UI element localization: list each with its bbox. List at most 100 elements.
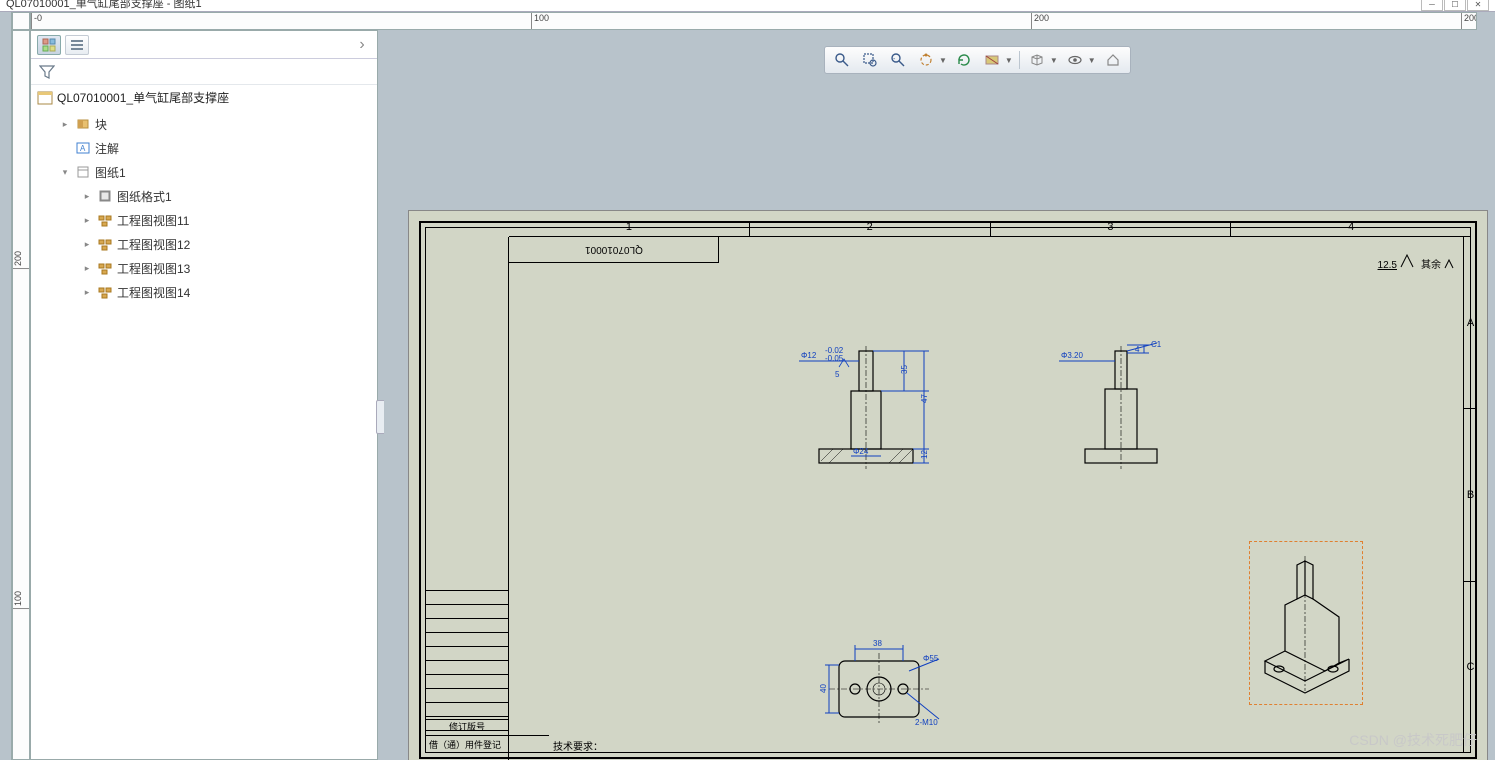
- feature-tree[interactable]: ▸块A注解▾图纸1▸图纸格式1▸工程图视图11▸工程图视图12▸工程图视图13▸…: [31, 110, 377, 759]
- window-min-button[interactable]: ─: [1421, 0, 1443, 11]
- dropdown-icon[interactable]: ▼: [939, 56, 947, 65]
- zone-h-cell: 2: [750, 221, 991, 236]
- expand-arrow-icon[interactable]: ▸: [81, 263, 93, 274]
- tree-root[interactable]: QL07010001_单气缸尾部支撑座: [31, 85, 377, 110]
- expand-arrow-icon[interactable]: ▸: [81, 215, 93, 226]
- view-icon: [97, 284, 113, 300]
- titleblock-left: [425, 237, 509, 760]
- feature-tree-panel: › QL07010001_单气缸尾部支撑座 ▸块A注解▾图纸1▸图纸格式1▸工程…: [30, 30, 378, 760]
- zoom-fit-button[interactable]: [831, 50, 853, 70]
- dim-text: 38: [873, 639, 882, 648]
- zone-h-cell: 1: [509, 221, 750, 236]
- format-icon: [97, 188, 113, 204]
- filter-icon[interactable]: [39, 64, 55, 80]
- drawing-view-front[interactable]: 35 47 12 Φ12 -0.02 -0.05 5 Φ24: [789, 341, 959, 501]
- drawing-view-top[interactable]: 38 40 Φ55 2-M10: [809, 631, 959, 741]
- dim-text: 47: [920, 394, 929, 403]
- tree-node[interactable]: ▸ 图纸格式1: [31, 184, 377, 208]
- dim-text: 2-M10: [915, 718, 938, 727]
- tree-node-label: 工程图视图11: [117, 212, 189, 229]
- surface-suffix: 其余: [1421, 256, 1441, 271]
- drawing-view-isometric[interactable]: [1255, 551, 1357, 701]
- tree-node[interactable]: ▸块: [31, 112, 377, 136]
- tree-node-label: 注解: [95, 140, 119, 157]
- section-button[interactable]: [981, 50, 1003, 70]
- ruler-horizontal[interactable]: -0 100 200 200: [30, 12, 1477, 30]
- expand-arrow-icon[interactable]: ▾: [59, 167, 71, 178]
- toolbar-separator: [1019, 51, 1020, 69]
- refresh-button[interactable]: [953, 50, 975, 70]
- ruler-h-tick: 100: [531, 13, 549, 29]
- window-max-button[interactable]: ☐: [1444, 0, 1466, 11]
- zone-header-vertical: A B C: [1463, 237, 1477, 753]
- tree-root-label: QL07010001_单气缸尾部支撑座: [57, 89, 229, 106]
- drawing-canvas[interactable]: - ▼ ▼ ▼ ▼ 1 2 3 4 A B C: [384, 30, 1495, 760]
- tab-feature-tree[interactable]: [37, 35, 61, 55]
- view-icon: [97, 236, 113, 252]
- dim-text: Φ12: [801, 351, 817, 360]
- dim-text: 35: [900, 365, 909, 374]
- expand-arrow-icon[interactable]: ▸: [81, 239, 93, 250]
- ruler-v-tick: 100: [13, 591, 29, 609]
- borrow-label: 借（通）用件登记: [425, 735, 549, 753]
- zoom-prev-button[interactable]: -: [887, 50, 909, 70]
- tree-node-label: 图纸格式1: [117, 188, 172, 205]
- drawing-view-side[interactable]: Φ3.20 4 C1: [1049, 341, 1189, 501]
- surface-symbol-small-icon: [1443, 257, 1457, 271]
- expand-arrow-icon[interactable]: ▸: [81, 191, 93, 202]
- tree-node[interactable]: A 注解: [31, 136, 377, 160]
- ruler-h-tick: -0: [31, 13, 42, 29]
- sheet-icon: [75, 164, 91, 180]
- tree-node[interactable]: ▸工程图视图14: [31, 280, 377, 304]
- left-gutter: [0, 12, 12, 760]
- dropdown-icon[interactable]: ▼: [1005, 56, 1013, 65]
- zone-v-cell: B: [1464, 409, 1477, 581]
- tree-node-label: 图纸1: [95, 164, 126, 181]
- surface-value: 12.5: [1378, 260, 1397, 271]
- expand-arrow-icon[interactable]: ▸: [81, 287, 93, 298]
- box-view-button[interactable]: [1026, 50, 1048, 70]
- panel-collapse-button[interactable]: ›: [353, 36, 371, 54]
- tree-node[interactable]: ▸ 工程图视图13: [31, 256, 377, 280]
- tree-node[interactable]: ▸ 工程图视图12: [31, 232, 377, 256]
- drawing-sheet[interactable]: 1 2 3 4 A B C QL07010001 12.5: [408, 210, 1488, 760]
- dim-text: Φ3.20: [1061, 351, 1084, 360]
- svg-text:A: A: [80, 144, 86, 153]
- tree-node-label: 工程图视图12: [117, 236, 190, 253]
- dim-text: 40: [819, 684, 828, 693]
- dim-text: 12: [920, 450, 929, 459]
- part-number-text: QL07010001: [585, 244, 643, 255]
- window-title-bar: QL07010001_单气缸尾部支撑座 - 图纸1 ─ ☐ ✕: [0, 0, 1495, 12]
- expand-arrow-icon[interactable]: ▸: [59, 119, 71, 130]
- eye-button[interactable]: [1064, 50, 1086, 70]
- rotate-view-button[interactable]: [915, 50, 937, 70]
- dropdown-icon[interactable]: ▼: [1088, 56, 1096, 65]
- view-icon: [97, 260, 113, 276]
- dropdown-icon[interactable]: ▼: [1050, 56, 1058, 65]
- tab-property[interactable]: [65, 35, 89, 55]
- zoom-area-button[interactable]: [859, 50, 881, 70]
- dim-text: 4: [1135, 345, 1140, 354]
- surface-finish-note: 12.5 其余: [1378, 253, 1457, 271]
- tree-node-label: 工程图视图13: [117, 260, 190, 277]
- tree-icon: [42, 38, 56, 52]
- list-icon: [70, 38, 84, 52]
- zone-h-cell: 3: [991, 221, 1232, 236]
- tree-node[interactable]: ▾ 图纸1: [31, 160, 377, 184]
- watermark: CSDN @技术死肥仔: [1349, 730, 1477, 750]
- zone-v-cell: A: [1464, 237, 1477, 409]
- tree-node[interactable]: ▸ 工程图视图11: [31, 208, 377, 232]
- ruler-h-tick: 200: [1461, 13, 1477, 29]
- panel-tabs: ›: [31, 31, 377, 59]
- dim-text: 5: [835, 370, 840, 379]
- ruler-vertical[interactable]: 200 100: [12, 30, 30, 760]
- ruler-v-tick: 200: [13, 251, 29, 269]
- annot-icon: A: [75, 140, 91, 156]
- window-close-button[interactable]: ✕: [1467, 0, 1489, 11]
- home-button[interactable]: [1102, 50, 1124, 70]
- view-icon: [97, 212, 113, 228]
- tree-filter-row: [31, 59, 377, 85]
- block-icon: [75, 116, 91, 132]
- revision-label: 修订版号: [425, 719, 509, 735]
- ruler-corner: [12, 12, 30, 30]
